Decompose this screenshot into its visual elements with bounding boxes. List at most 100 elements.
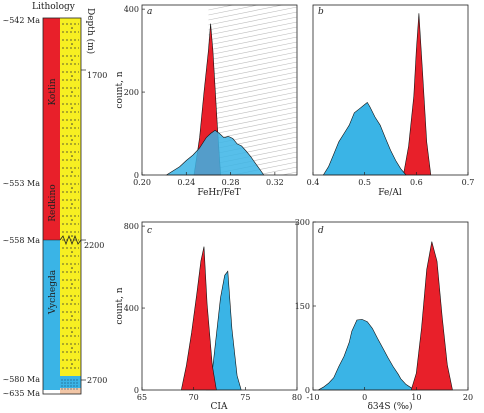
panel-c: 65 70 75 80 0 400 800 c CIA count, n <box>115 221 302 412</box>
x-axis-label-b: Fe/Al <box>378 188 402 198</box>
y-axis-label-c: count, n <box>115 287 125 324</box>
hatch-line <box>208 5 235 11</box>
lithology-dot <box>71 219 73 221</box>
y-tick-label: 0 <box>134 386 139 395</box>
hatch-line <box>208 16 297 36</box>
area-red <box>410 241 453 391</box>
y-tick-label: 800 <box>124 222 139 231</box>
lithology-dot <box>71 347 73 349</box>
x-tick-label: 10 <box>411 393 421 402</box>
lithology-dot <box>71 43 73 45</box>
hatch-line <box>208 6 297 26</box>
panel-b-x-ticks: 0.4 0.5 0.6 0.7 <box>307 172 474 187</box>
lithology-dot <box>61 388 63 390</box>
hatch-line <box>208 116 297 136</box>
lithology-dot <box>76 388 78 390</box>
x-axis-label-a: FeHr/FeT <box>197 188 240 198</box>
x-tick-label: 0.28 <box>222 178 240 187</box>
age-label: ~558 Ma <box>3 236 41 245</box>
lithology-dot <box>71 251 73 253</box>
panel-a-y-ticks: 0 200 400 <box>124 5 145 180</box>
age-label: ~635 Ma <box>3 389 41 398</box>
panel-label-d: d <box>318 226 324 236</box>
panel-label-a: a <box>147 7 152 17</box>
x-axis-label-d: δ34S (‰) <box>368 401 413 412</box>
y-tick-label: 0 <box>305 386 310 395</box>
age-label: ~542 Ma <box>3 16 41 25</box>
y-tick-label: 0 <box>134 171 139 180</box>
lithology-dot <box>71 235 73 237</box>
lithology-dot <box>73 379 75 381</box>
lithology-dot <box>71 139 73 141</box>
y-tick-label: 400 <box>124 5 139 14</box>
lithology-dot <box>64 388 66 390</box>
area-blue <box>318 319 417 391</box>
x-tick-label: 70 <box>189 393 199 402</box>
basal-lithology-bar <box>60 388 81 394</box>
lithology-dot <box>71 299 73 301</box>
x-tick-label: 0.5 <box>358 178 371 187</box>
hatch-line <box>208 106 297 126</box>
y-tick-label: 400 <box>124 304 139 313</box>
hatch-line <box>208 101 297 121</box>
x-tick-label: 0.6 <box>410 178 423 187</box>
hatch-line <box>208 5 210 6</box>
x-axis-label-c: CIA <box>211 402 228 412</box>
lithology-dot <box>71 315 73 317</box>
lithology-column: Lithology Depth (m) Kotlin Redkino Vyche… <box>3 2 108 398</box>
hatch-line <box>208 66 297 86</box>
lithology-dot <box>61 385 63 387</box>
hatch-line <box>208 76 297 96</box>
x-tick-label: 80 <box>292 393 302 402</box>
lithology-dot <box>76 379 78 381</box>
panel-a-frame <box>141 4 298 176</box>
hatch-line <box>208 11 297 31</box>
red-unit-bar <box>43 18 60 240</box>
area-blue <box>165 129 265 176</box>
panel-a-x-ticks: 0.20 0.24 0.28 0.32 <box>133 172 284 187</box>
unit-label-kotlin: Kotlin <box>48 78 58 105</box>
x-tick-label: 20 <box>463 393 473 402</box>
hatch-line <box>208 51 297 71</box>
age-label: ~553 Ma <box>3 179 41 188</box>
panel-d-areas <box>318 241 453 391</box>
x-tick-label: 0 <box>362 393 367 402</box>
hatch-line <box>208 71 297 91</box>
lithology-dot <box>71 27 73 29</box>
hatch-line <box>208 86 297 106</box>
lithology-dot <box>64 379 66 381</box>
unit-label-redkino: Redkino <box>48 184 58 221</box>
x-tick-label: 0.32 <box>266 178 284 187</box>
hatch-line <box>208 46 297 66</box>
lithology-dot <box>71 123 73 125</box>
hatch-line <box>256 166 297 175</box>
lithology-dot <box>61 379 63 381</box>
hatch-line <box>208 111 297 131</box>
y-axis-label-a: count, n <box>115 71 125 108</box>
panel-label-c: c <box>147 226 152 236</box>
yellow-lithology-bar <box>60 18 81 376</box>
lithology-pattern <box>61 23 79 390</box>
panel-c-frame <box>141 221 298 391</box>
x-tick-label: 0.20 <box>133 178 151 187</box>
area-red <box>403 13 432 176</box>
x-tick-label: 75 <box>240 393 250 402</box>
lithology-dot <box>73 385 75 387</box>
hatch-line <box>208 56 297 76</box>
lithology-title: Lithology <box>32 2 76 12</box>
lithology-dot <box>73 382 75 384</box>
panel-b-frame <box>312 4 469 176</box>
lithology-dot <box>71 59 73 61</box>
panel-label-b: b <box>318 7 324 17</box>
panel-b-areas <box>322 13 432 176</box>
lithology-dot <box>71 171 73 173</box>
y-tick-label: 300 <box>295 218 310 227</box>
lithology-dot <box>70 382 72 384</box>
panel-d-y-ticks: 0 150 300 <box>295 218 316 395</box>
lithology-dot <box>73 388 75 390</box>
lithology-dot <box>70 385 72 387</box>
age-label: ~580 Ma <box>3 375 41 384</box>
depth-tick-label: 2700 <box>87 376 107 385</box>
lithology-dot <box>71 187 73 189</box>
